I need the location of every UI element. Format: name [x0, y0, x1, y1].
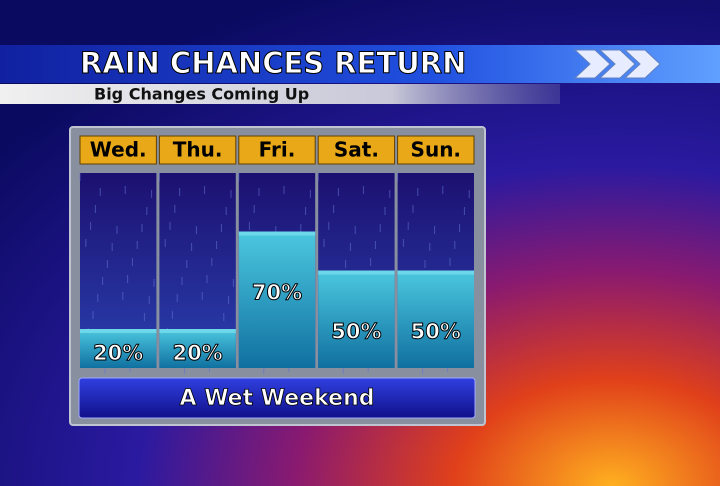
water-surface	[238, 231, 316, 236]
footer: A Wet Weekend	[180, 386, 375, 411]
bar	[397, 270, 474, 368]
x-tick-label: Thu.	[173, 138, 223, 162]
x-tick-label: Fri.	[259, 138, 296, 162]
bar	[159, 329, 236, 368]
x-tick-label: Wed.	[90, 138, 147, 162]
day-label-box	[317, 135, 396, 165]
water-surface	[80, 329, 157, 333]
footer-box	[78, 377, 476, 419]
subtitle: Big Changes Coming Up	[94, 85, 309, 104]
value-label: 20%	[93, 341, 143, 365]
bar	[318, 270, 395, 368]
water-surface	[397, 270, 474, 275]
chevrons	[573, 49, 661, 79]
bar	[238, 231, 316, 368]
value-label: 50%	[411, 320, 461, 344]
water-surface	[159, 329, 236, 333]
value-label: 50%	[331, 320, 381, 344]
subtitle-bar	[0, 84, 560, 104]
x-tick-label: Sat.	[334, 138, 379, 162]
day-label-box	[158, 135, 237, 165]
value-label: 70%	[252, 281, 302, 305]
day-label-box	[238, 135, 316, 165]
bar	[80, 329, 157, 368]
value-label: 20%	[172, 341, 222, 365]
x-tick-label: Sun.	[411, 138, 461, 162]
water-surface	[318, 270, 395, 275]
title: RAIN CHANCES RETURN	[80, 46, 466, 80]
day-label-box	[79, 135, 157, 165]
day-label-box	[397, 135, 475, 165]
